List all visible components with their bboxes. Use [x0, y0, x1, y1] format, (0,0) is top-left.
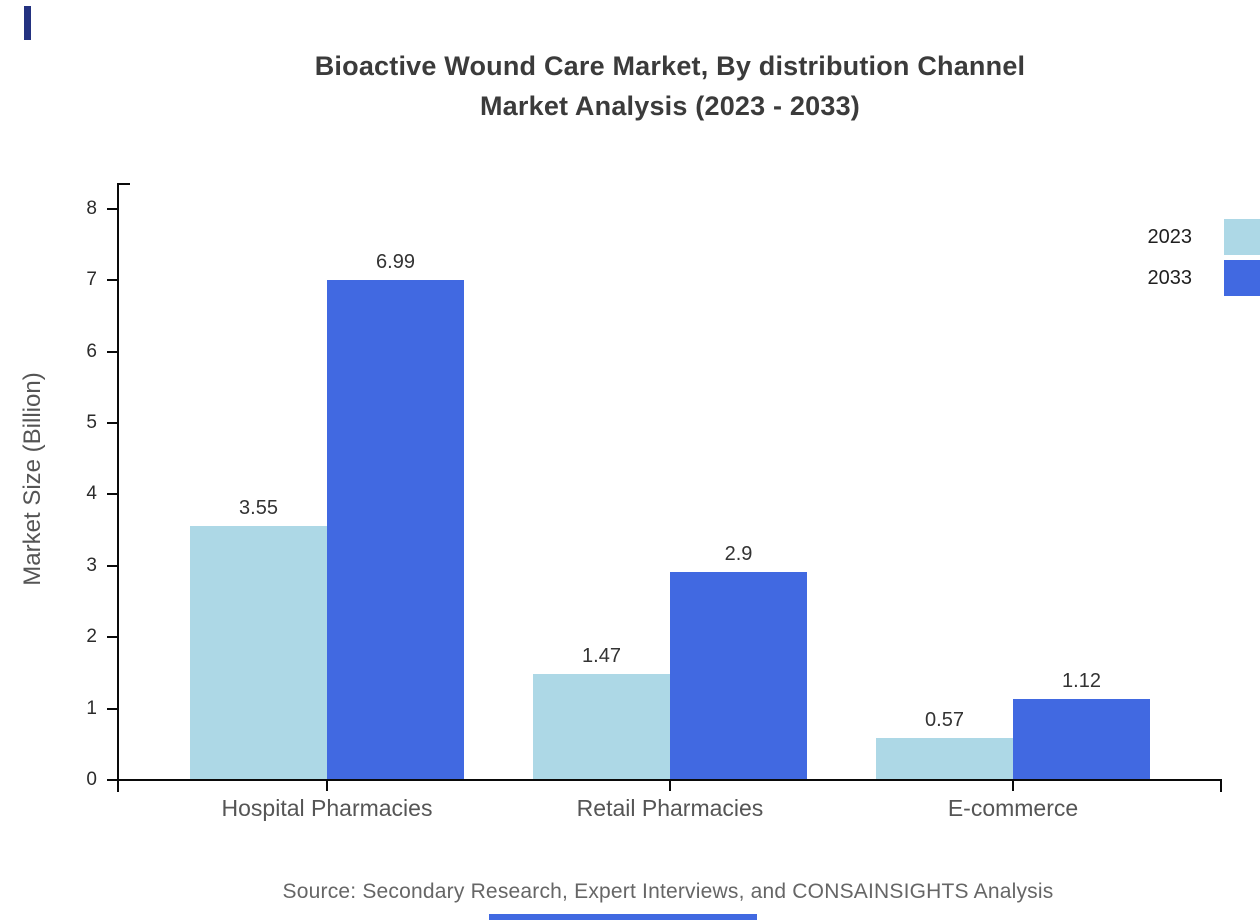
bar-2023-hospital-pharmacies [190, 526, 327, 779]
y-tick [107, 351, 117, 353]
y-tick [107, 565, 117, 567]
legend-swatch-2033 [1224, 260, 1260, 296]
legend-entry-2023: 2023 [1148, 219, 1260, 255]
y-tick-label: 0 [86, 769, 97, 790]
chart-title-line-2: Market Analysis (2023 - 2033) [479, 91, 860, 121]
chart-title: Bioactive Wound Care Market, By distribu… [80, 46, 1260, 126]
bar-value-label: 6.99 [376, 251, 415, 273]
x-category-label: Hospital Pharmacies [221, 795, 433, 821]
x-axis-line [117, 779, 1222, 781]
y-tick-label: 1 [86, 698, 97, 719]
bar-2033-hospital-pharmacies [327, 280, 464, 779]
source-note: Source: Secondary Research, Expert Inter… [282, 880, 1054, 903]
y-tick-label: 7 [86, 269, 97, 290]
x-tick [1012, 781, 1014, 791]
y-tick [107, 422, 117, 424]
corner-accent-bar [24, 6, 31, 40]
x-category-label: E-commerce [947, 795, 1079, 821]
y-tick [107, 208, 117, 210]
legend-swatch-2023 [1224, 219, 1260, 255]
y-tick-label: 6 [86, 341, 97, 362]
y-tick-label: 5 [86, 412, 97, 433]
y-tick-label: 2 [86, 626, 97, 647]
bar-value-label: 2.9 [724, 543, 753, 565]
chart-title-line-1: Bioactive Wound Care Market, By distribu… [314, 51, 1026, 81]
y-tick [107, 708, 117, 710]
y-tick-label: 8 [86, 198, 97, 219]
y-tick-label: 4 [86, 483, 97, 504]
bar-2023-e-commerce [876, 738, 1013, 779]
x-axis-end-cap [1220, 779, 1222, 792]
bar-value-label: 3.55 [239, 497, 278, 519]
x-tick [326, 781, 328, 791]
bar-value-label: 1.12 [1062, 670, 1101, 692]
bar-2033-e-commerce [1013, 699, 1150, 779]
y-tick [107, 279, 117, 281]
bar-2033-retail-pharmacies [670, 572, 807, 779]
x-tick [669, 781, 671, 791]
legend-label-2023: 2023 [1147, 226, 1193, 248]
legend: 2023 2033 [1148, 219, 1260, 296]
x-category-label: Retail Pharmacies [576, 795, 764, 821]
bar-value-label: 1.47 [582, 645, 621, 667]
y-tick-label: 3 [86, 555, 97, 576]
y-tick [107, 493, 117, 495]
legend-label-2033: 2033 [1147, 267, 1193, 289]
bar-value-label: 0.57 [925, 709, 964, 731]
y-axis-top-cap [117, 183, 130, 185]
y-tick [107, 636, 117, 638]
legend-entry-2033: 2033 [1148, 260, 1260, 296]
y-tick [107, 779, 117, 781]
y-axis-line [117, 183, 119, 792]
bar-2023-retail-pharmacies [533, 674, 670, 779]
footer-accent-bar [489, 914, 757, 920]
